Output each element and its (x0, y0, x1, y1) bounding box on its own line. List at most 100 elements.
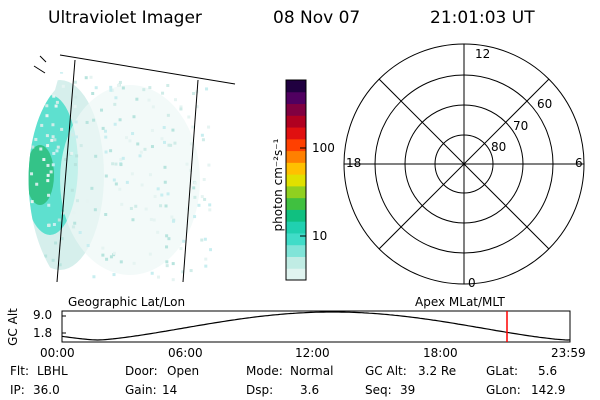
alt-tick-low: 1.8 (33, 326, 53, 340)
uv-speckle (119, 163, 123, 167)
gc-alt-axis-title: GC Alt (6, 308, 20, 346)
uv-speckle (202, 178, 206, 182)
altitude-curve (61, 311, 571, 341)
uv-speckle (105, 257, 109, 261)
apex-coord-label: Apex MLat/MLT (415, 295, 505, 309)
lon-line-right (182, 79, 199, 283)
uv-speckle (134, 204, 138, 208)
uv-speckle (73, 221, 77, 225)
uv-speckle (51, 123, 55, 127)
uv-speckle (109, 88, 113, 92)
uv-speckle (42, 158, 46, 162)
uv-speckle (162, 126, 166, 130)
uv-speckle (167, 143, 171, 147)
uv-speckle (200, 133, 204, 137)
uv-speckle (131, 218, 135, 222)
uv-speckle (30, 200, 34, 204)
uv-speckle (193, 215, 197, 219)
colorbar-segment (286, 138, 306, 152)
uv-speckle (148, 86, 152, 90)
uv-speckle (60, 237, 64, 241)
uv-speckle (207, 125, 211, 129)
uv-speckle (49, 170, 53, 174)
uv-image (28, 80, 200, 275)
instrument-title: Ultraviolet Imager (48, 8, 202, 28)
uv-speckle (94, 154, 98, 158)
uv-speckle (171, 262, 175, 266)
uv-speckle (112, 251, 116, 255)
uv-speckle (130, 172, 134, 176)
tick-mark (39, 55, 47, 63)
uv-speckle (75, 154, 79, 158)
uv-speckle (55, 100, 59, 104)
uv-speckle (113, 122, 117, 126)
uv-speckle (150, 271, 154, 275)
uv-speckle (101, 253, 105, 257)
uv-speckle (74, 135, 78, 139)
info-ip-value: 36.0 (33, 383, 60, 397)
uv-speckle (207, 163, 211, 167)
uv-speckle (138, 154, 142, 158)
uv-speckle (113, 102, 117, 106)
uv-speckle (201, 138, 205, 142)
uv-speckle (139, 150, 143, 154)
colorbar-segment (286, 115, 306, 128)
uv-speckle (33, 108, 37, 112)
altitude-ticks (62, 315, 66, 334)
info-gcalt-label: GC Alt: (365, 364, 407, 378)
info-flt-label: Flt: (10, 364, 29, 378)
uv-speckle (101, 246, 105, 250)
uv-speckle (109, 149, 113, 153)
uv-speckle (91, 92, 95, 96)
uv-speckle (93, 208, 97, 212)
uv-speckle (200, 72, 204, 74)
colorbar-segment (286, 174, 306, 187)
colorbar-segment (286, 232, 306, 246)
polar-grid (343, 43, 585, 285)
uv-speckle (147, 98, 151, 102)
uv-speckle (51, 163, 55, 167)
info-seq-label: Seq: (365, 383, 392, 397)
uv-speckle (160, 137, 164, 141)
uv-speckle (73, 80, 77, 84)
info-gcalt-value: 3.2 Re (418, 364, 457, 378)
uv-speckle (208, 208, 212, 212)
uv-speckle (151, 105, 155, 109)
uv-speckle (165, 234, 169, 238)
mlt-label-midnight: 0 (468, 276, 476, 290)
uv-speckle (193, 181, 197, 185)
mlt-label-dawn: 6 (575, 156, 583, 170)
uv-speckle (136, 142, 140, 146)
uv-speckle (79, 144, 83, 148)
uv-speckle (30, 117, 34, 121)
uv-speckle (197, 203, 201, 207)
uv-speckle (109, 255, 113, 259)
uv-speckle (47, 193, 51, 197)
mlt-diagonal (378, 78, 550, 250)
uv-speckle (165, 260, 169, 264)
uv-speckle (74, 120, 78, 124)
colorbar-segment (286, 162, 306, 175)
uv-speckle (203, 197, 207, 201)
colorbar-segment (286, 268, 306, 281)
uv-speckle (131, 132, 135, 136)
uv-speckle (128, 139, 132, 143)
info-glon-value: 142.9 (531, 383, 566, 397)
uv-speckle (45, 104, 49, 108)
uv-speckle (205, 87, 209, 91)
colorbar (286, 80, 306, 281)
uv-speckle (135, 97, 139, 101)
uv-speckle (152, 218, 156, 222)
uv-speckle (193, 195, 197, 199)
tick-mark (33, 65, 46, 74)
uv-speckle (104, 150, 108, 154)
uv-speckle (182, 239, 186, 243)
uv-speckle (114, 162, 118, 166)
uv-speckle (142, 88, 146, 92)
info-door-value: Open (167, 364, 200, 378)
uv-speckle (58, 263, 62, 267)
colorbar-segment (286, 244, 306, 257)
uv-speckle (160, 193, 164, 197)
colorbar-segment (286, 103, 306, 116)
uv-speckle (101, 126, 105, 130)
